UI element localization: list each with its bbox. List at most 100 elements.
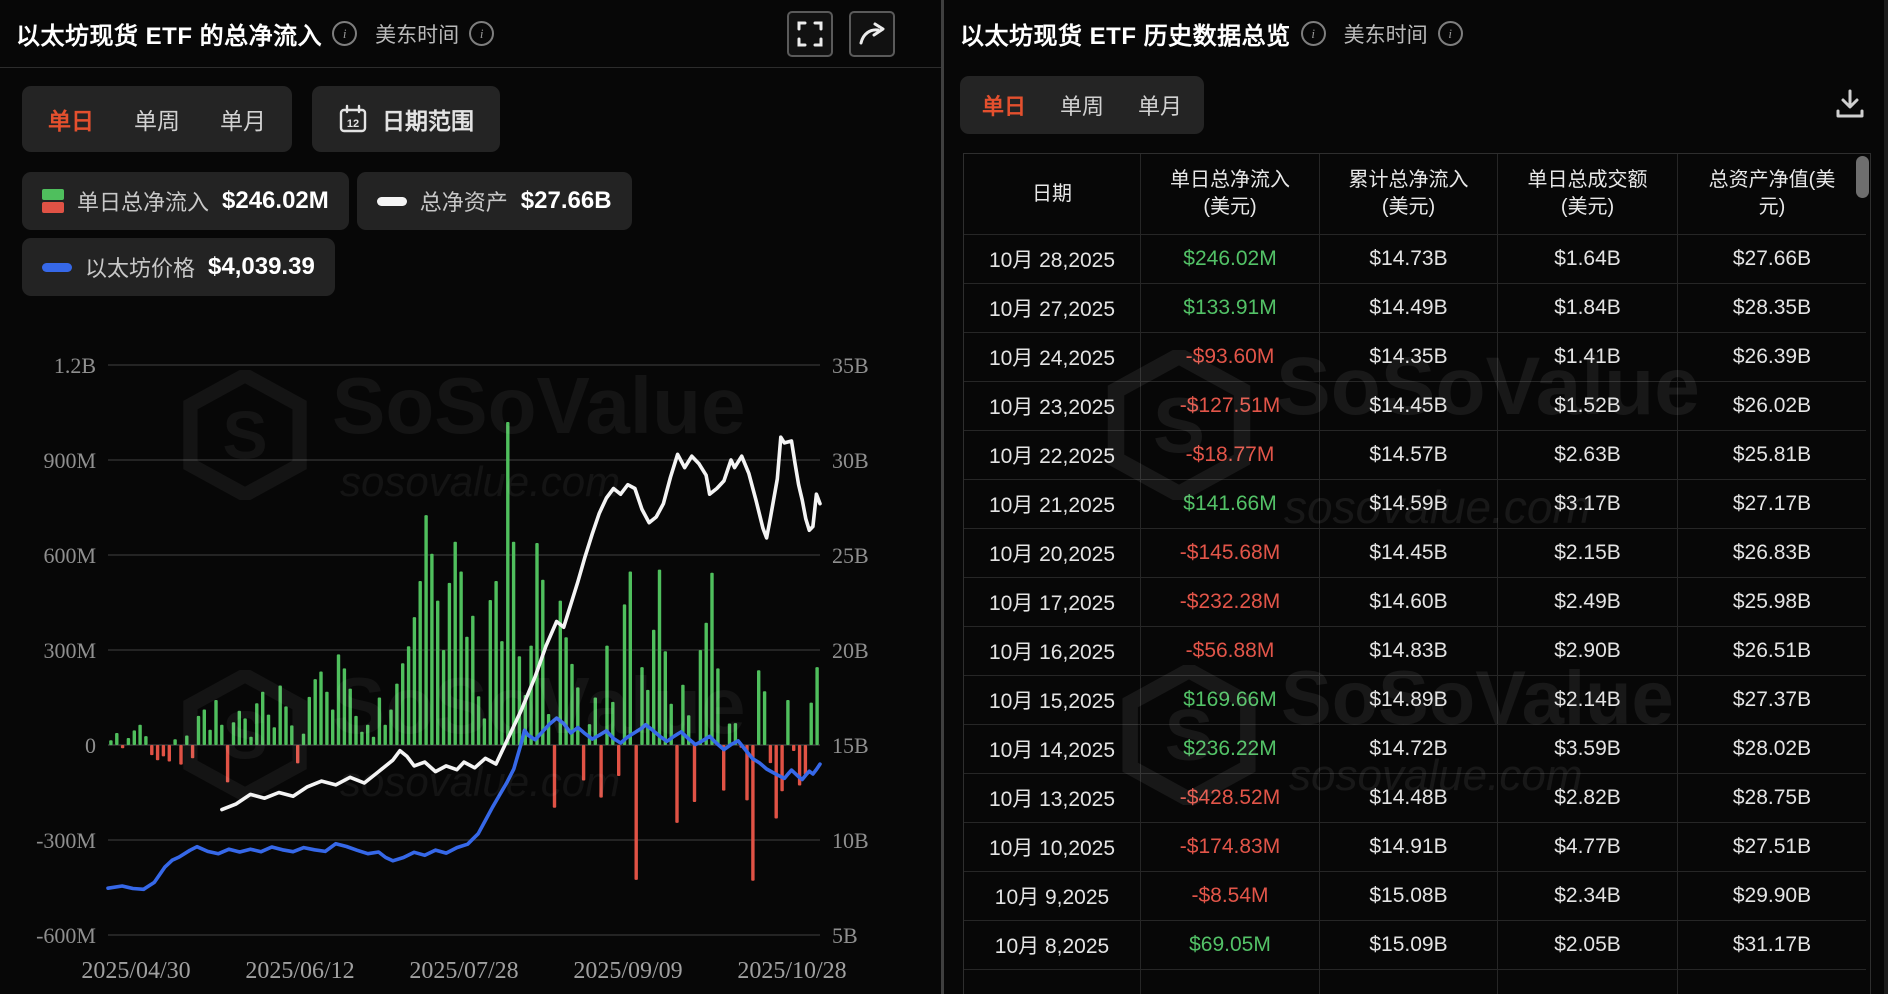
inflow-bar[interactable] <box>599 745 603 798</box>
column-header[interactable]: 总资产净值(美 元) <box>1678 154 1866 235</box>
inflow-bar[interactable] <box>301 733 306 745</box>
inflow-bar[interactable] <box>126 738 131 745</box>
legend-chip-总净资产[interactable]: 总净资产 $27.66B <box>356 172 632 230</box>
inflow-bar[interactable] <box>733 723 738 745</box>
legend-chip-单日总净流入[interactable]: 单日总净流入 $246.02M <box>22 172 349 230</box>
inflow-bar[interactable] <box>360 731 364 745</box>
inflow-bar[interactable] <box>313 679 317 745</box>
inflow-bar[interactable] <box>196 715 201 745</box>
inflow-bar[interactable] <box>780 745 784 792</box>
inflow-bar[interactable] <box>663 651 667 745</box>
inflow-bar[interactable] <box>144 736 148 745</box>
table-row[interactable]: 10月 15,2025 $169.66M $14.89B $2.14B $27.37B <box>964 676 1870 725</box>
inflow-bar[interactable] <box>628 571 632 746</box>
inflow-bar[interactable] <box>132 730 136 745</box>
inflow-bar[interactable] <box>225 745 230 783</box>
inflow-bar[interactable] <box>506 422 510 745</box>
inflow-bar[interactable] <box>290 725 294 745</box>
inflow-bar[interactable] <box>774 745 778 819</box>
inflow-bar[interactable] <box>383 724 387 745</box>
inflow-bar[interactable] <box>757 670 761 745</box>
inflow-bar[interactable] <box>214 700 218 745</box>
table-row[interactable]: 10月 24,2025 -$93.60M $14.35B $1.41B $26.39B <box>964 333 1870 382</box>
inflow-bar[interactable] <box>231 722 236 745</box>
table-row[interactable]: 10月 27,2025 $133.91M $14.49B $1.84B $28.35B <box>964 284 1870 333</box>
inflow-bar[interactable] <box>669 703 673 745</box>
inflow-bar[interactable] <box>255 703 259 745</box>
table-row[interactable]: 10月 23,2025 -$127.51M $14.45B $1.52B $26.02B <box>964 382 1870 431</box>
inflow-bar[interactable] <box>622 604 627 745</box>
inflow-bar[interactable] <box>272 727 276 745</box>
table-row[interactable]: 10月 28,2025 $246.02M $14.73B $1.64B $27.66B <box>964 235 1870 284</box>
inflow-bar[interactable] <box>348 688 352 745</box>
inflow-bar[interactable] <box>605 645 609 745</box>
inflow-bar[interactable] <box>792 745 796 751</box>
table-scrollbar[interactable] <box>1856 156 1869 198</box>
net-assets-line[interactable] <box>220 435 822 812</box>
inflow-bar[interactable] <box>325 691 329 745</box>
table-row[interactable]: 10月 16,2025 -$56.88M $14.83B $2.90B $26.51B <box>964 627 1870 676</box>
inflow-bar[interactable] <box>208 729 212 745</box>
info-icon[interactable]: i <box>469 21 495 46</box>
info-icon[interactable]: i <box>1300 21 1326 46</box>
inflow-bar[interactable] <box>809 702 813 745</box>
inflow-bar[interactable] <box>710 572 714 745</box>
page-scrollbar-track[interactable] <box>1884 0 1888 994</box>
fullscreen-button[interactable] <box>787 10 833 57</box>
inflow-bar[interactable] <box>150 745 154 756</box>
inflow-bar[interactable] <box>173 739 177 745</box>
inflow-bar[interactable] <box>704 622 708 745</box>
tab-单周[interactable]: 单周 <box>134 108 180 134</box>
inflow-bar[interactable] <box>120 745 125 749</box>
inflow-bar[interactable] <box>675 745 679 823</box>
table-row[interactable]: 10月 9,2025 -$8.54M $15.08B $2.34B $29.90B <box>964 872 1870 921</box>
info-icon[interactable]: i <box>332 21 358 46</box>
inflow-bar[interactable] <box>412 617 417 745</box>
inflow-bar[interactable] <box>202 709 206 746</box>
download-button[interactable] <box>1828 82 1872 129</box>
inflow-bar[interactable] <box>640 667 644 745</box>
inflow-bar[interactable] <box>430 553 434 745</box>
inflow-bar[interactable] <box>167 745 171 762</box>
table-row[interactable]: 10月 13,2025 -$428.52M $14.48B $2.82B $28.75B <box>964 774 1870 823</box>
date-range-button[interactable]: 12 日期范围 <box>312 86 500 152</box>
column-header[interactable]: 日期 <box>964 154 1141 235</box>
inflow-bar[interactable] <box>371 736 376 745</box>
table-row[interactable]: 10月 21,2025 $141.66M $14.59B $3.17B $27.17B <box>964 480 1870 529</box>
column-header[interactable]: 累计总净流入 (美元) <box>1320 154 1498 235</box>
inflow-bar[interactable] <box>296 745 300 764</box>
inflow-bar[interactable] <box>500 641 504 745</box>
inflow-bar[interactable] <box>401 663 405 745</box>
inflow-bar[interactable] <box>681 684 685 745</box>
inflow-bar[interactable] <box>634 745 638 880</box>
column-header[interactable]: 单日总净流入 (美元) <box>1141 154 1320 235</box>
inflow-bar[interactable] <box>511 541 516 745</box>
inflow-bar[interactable] <box>179 745 183 765</box>
inflow-bar[interactable] <box>249 736 253 745</box>
table-row[interactable]: 10月 10,2025 -$174.83M $14.91B $4.77B $27.51B <box>964 823 1870 872</box>
inflow-bar[interactable] <box>185 735 189 746</box>
inflow-bar[interactable] <box>482 718 487 745</box>
table-row[interactable]: 10月 8,2025 $69.05M $15.09B $2.05B $31.17B <box>964 921 1870 970</box>
table-row[interactable]: 10月 14,2025 $236.22M $14.72B $3.59B $28.02B <box>964 725 1870 774</box>
inflow-bar[interactable] <box>366 724 370 745</box>
inflow-bar[interactable] <box>395 683 399 745</box>
tab-单月[interactable]: 单月 <box>1138 94 1183 119</box>
inflow-bar[interactable] <box>453 541 457 745</box>
inflow-bar[interactable] <box>652 629 656 745</box>
inflow-bar[interactable] <box>698 650 703 745</box>
tab-单日[interactable]: 单日 <box>982 94 1027 119</box>
inflow-bar[interactable] <box>564 637 568 745</box>
tab-单日[interactable]: 单日 <box>48 108 94 134</box>
inflow-bar[interactable] <box>471 615 475 745</box>
inflow-bar[interactable] <box>546 714 551 745</box>
inflow-bar[interactable] <box>716 668 720 745</box>
inflow-bar[interactable] <box>786 700 790 745</box>
inflow-bar[interactable] <box>424 515 428 745</box>
inflow-bar[interactable] <box>576 687 580 745</box>
inflow-bar[interactable] <box>331 709 335 746</box>
inflow-bar[interactable] <box>722 745 726 791</box>
inflow-bar[interactable] <box>284 706 288 745</box>
inflow-bar[interactable] <box>476 696 481 745</box>
table-row[interactable]: 10月 17,2025 -$232.28M $14.60B $2.49B $25.98B <box>964 578 1870 627</box>
